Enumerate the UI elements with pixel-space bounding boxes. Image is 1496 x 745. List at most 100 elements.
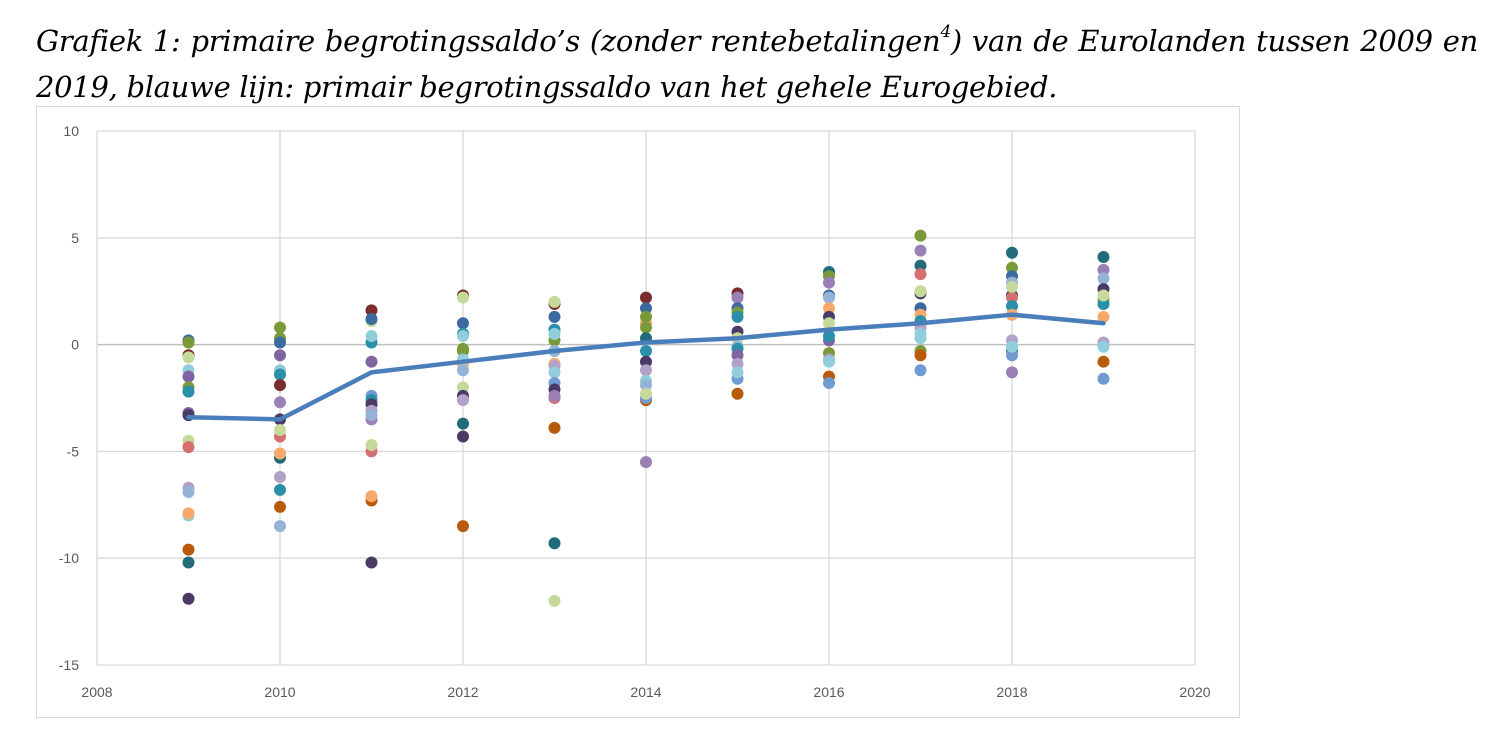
data-point (274, 471, 286, 484)
y-tick-label: -10 (59, 550, 79, 566)
data-point (1097, 298, 1110, 311)
y-tick-label: 5 (71, 230, 79, 246)
data-point (548, 366, 561, 379)
data-point (365, 304, 378, 317)
data-point (1097, 355, 1110, 368)
data-point (548, 594, 561, 607)
data-point (274, 396, 286, 409)
data-point (1006, 291, 1018, 304)
data-point (182, 351, 195, 364)
data-point (274, 368, 286, 381)
data-point (457, 430, 469, 443)
data-point (365, 438, 378, 451)
data-point (274, 379, 286, 392)
data-point (182, 336, 195, 349)
data-point (457, 417, 469, 430)
data-point (457, 317, 469, 330)
y-tick-label: 0 (71, 337, 79, 353)
data-point (1006, 300, 1018, 313)
data-point (274, 424, 286, 437)
data-point (274, 520, 286, 533)
data-point (640, 321, 652, 334)
chart-frame (36, 106, 1240, 718)
data-point (914, 285, 927, 298)
x-tick-label: 2008 (81, 684, 112, 700)
data-point (914, 244, 927, 257)
title-text: Grafiek 1: primaire begrotingssaldo’s (z… (36, 24, 941, 58)
data-point (823, 317, 835, 330)
data-point (274, 349, 286, 362)
data-point (1097, 251, 1110, 264)
data-point (365, 556, 378, 569)
data-point (823, 377, 835, 390)
data-point (1097, 340, 1110, 353)
data-point (457, 394, 469, 407)
data-point (182, 385, 195, 398)
data-point (731, 291, 744, 304)
data-point (548, 327, 561, 340)
data-point (182, 556, 195, 569)
data-point (365, 355, 378, 368)
data-point (823, 355, 835, 368)
data-point (457, 381, 469, 394)
data-point (182, 485, 195, 498)
data-point (274, 336, 286, 349)
data-point (731, 349, 744, 362)
x-tick-label: 2016 (813, 684, 844, 700)
data-point (274, 447, 286, 460)
x-tick-label: 2012 (447, 684, 478, 700)
data-point (914, 364, 927, 377)
data-point (182, 592, 195, 605)
y-tick-label: -15 (59, 657, 79, 673)
data-point (457, 364, 469, 377)
data-point (1097, 289, 1110, 302)
data-point (182, 370, 195, 383)
y-tick-label: -5 (67, 443, 80, 459)
footnote-ref: 4 (940, 22, 951, 42)
data-point (640, 345, 652, 358)
data-point (914, 268, 927, 281)
data-point (365, 330, 378, 343)
data-point (548, 310, 561, 323)
data-point (1006, 261, 1018, 274)
data-point (182, 507, 195, 520)
data-point (914, 259, 927, 272)
data-point (640, 310, 652, 323)
eurozone-line (186, 312, 1106, 422)
data-point (1006, 349, 1018, 362)
title-text-cont: ) van de Eurolanden tussen 2009 en 2019,… (36, 24, 1478, 104)
data-point (640, 291, 652, 304)
data-point (365, 312, 378, 325)
data-point (548, 295, 561, 308)
x-tick-label: 2014 (630, 684, 661, 700)
data-point (914, 229, 927, 242)
data-point (182, 543, 195, 556)
data-point (640, 456, 652, 469)
data-point (640, 364, 652, 377)
data-point (182, 441, 195, 454)
data-point (548, 537, 561, 550)
data-point (640, 387, 652, 400)
data-point (1006, 246, 1018, 259)
data-point (823, 330, 835, 343)
data-point (914, 349, 927, 362)
data-point (365, 409, 378, 422)
data-point (365, 490, 378, 503)
data-point (457, 291, 469, 304)
x-tick-label: 2010 (264, 684, 295, 700)
data-point (548, 421, 561, 434)
chart-title: Grafiek 1: primaire begrotingssaldo’s (z… (36, 18, 1478, 110)
data-point (1006, 280, 1018, 293)
data-point (640, 355, 652, 368)
data-point (457, 330, 469, 343)
data-point (1006, 366, 1018, 379)
data-point (274, 483, 286, 496)
data-point (823, 276, 835, 289)
data-point (640, 302, 652, 315)
data-point (274, 500, 286, 513)
y-tick-label: 10 (63, 123, 79, 139)
data-point (1097, 310, 1110, 323)
data-point (823, 302, 835, 315)
data-point (1097, 372, 1110, 385)
